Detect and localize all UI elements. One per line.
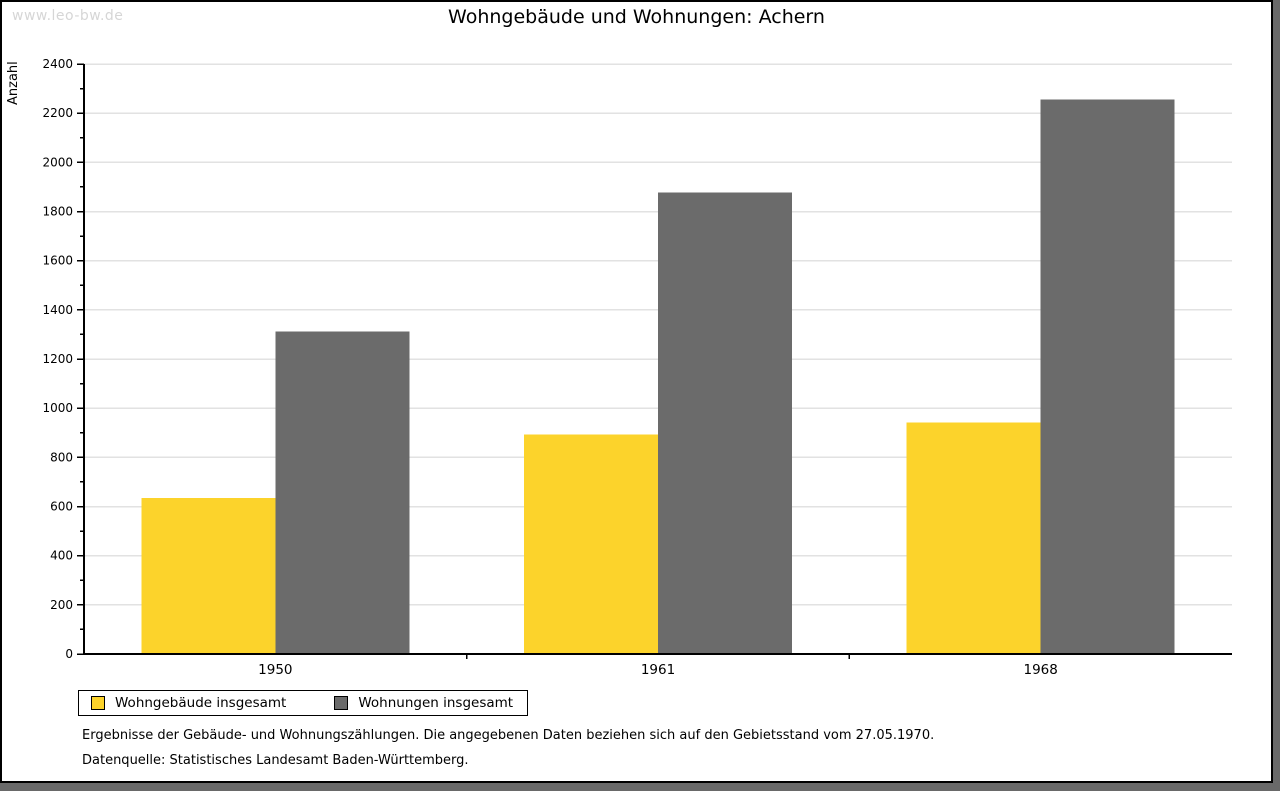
y-tick-label-2200: 2200 bbox=[42, 106, 73, 120]
footnote-datenquelle: Datenquelle: Statistisches Landesamt Bad… bbox=[82, 753, 469, 768]
bar-wohnungen-1961 bbox=[658, 192, 792, 654]
y-tick-label-1000: 1000 bbox=[42, 401, 73, 415]
legend-label-wohnungen: Wohnungen insgesamt bbox=[358, 695, 514, 711]
footnote-gebietsstand: Ergebnisse der Gebäude- und Wohnungszähl… bbox=[82, 728, 935, 743]
x-tick-label-1961: 1961 bbox=[641, 662, 675, 678]
y-tick-label-2000: 2000 bbox=[42, 155, 73, 169]
y-tick-label-0: 0 bbox=[65, 647, 73, 661]
y-tick-label-600: 600 bbox=[50, 500, 73, 514]
x-tick-label-1950: 1950 bbox=[258, 662, 292, 678]
bar-wohngebaeude-1968 bbox=[906, 422, 1041, 654]
y-tick-label-1800: 1800 bbox=[42, 205, 73, 219]
bar-chart: 1950 1961 1968 0 200 400 600 800 1000 1200 1400 160… bbox=[42, 57, 1232, 678]
chart-title: Wohngebäude und Wohnungen: Achern bbox=[448, 6, 825, 28]
bar-wohnungen-1950 bbox=[275, 331, 410, 654]
bar-wohnungen-1968 bbox=[1040, 99, 1175, 654]
bar-wohngebaeude-1950 bbox=[141, 498, 276, 654]
y-tick-label-400: 400 bbox=[50, 549, 73, 563]
watermark: www.leo-bw.de bbox=[12, 8, 124, 24]
legend-item-wohngebaeude: Wohngebäude insgesamt bbox=[91, 695, 286, 711]
legend-swatch-wohnungen bbox=[334, 696, 349, 710]
y-tick-label-1200: 1200 bbox=[42, 352, 73, 366]
legend-swatch-wohngebaeude bbox=[91, 696, 105, 710]
y-tick-label-1600: 1600 bbox=[42, 254, 73, 268]
y-tick-label-200: 200 bbox=[50, 598, 73, 612]
y-tick-label-800: 800 bbox=[50, 450, 73, 464]
legend-item-wohnungen: Wohnungen insgesamt bbox=[334, 695, 513, 711]
legend-label-wohngebaeude: Wohngebäude insgesamt bbox=[115, 695, 287, 711]
x-tick-label-1968: 1968 bbox=[1023, 662, 1057, 678]
y-tick-label-1400: 1400 bbox=[42, 303, 73, 317]
legend: Wohngebäude insgesamt Wohnungen insgesam… bbox=[78, 690, 529, 716]
y-tick-label-2400: 2400 bbox=[42, 57, 73, 71]
bar-wohngebaeude-1961 bbox=[524, 434, 658, 654]
